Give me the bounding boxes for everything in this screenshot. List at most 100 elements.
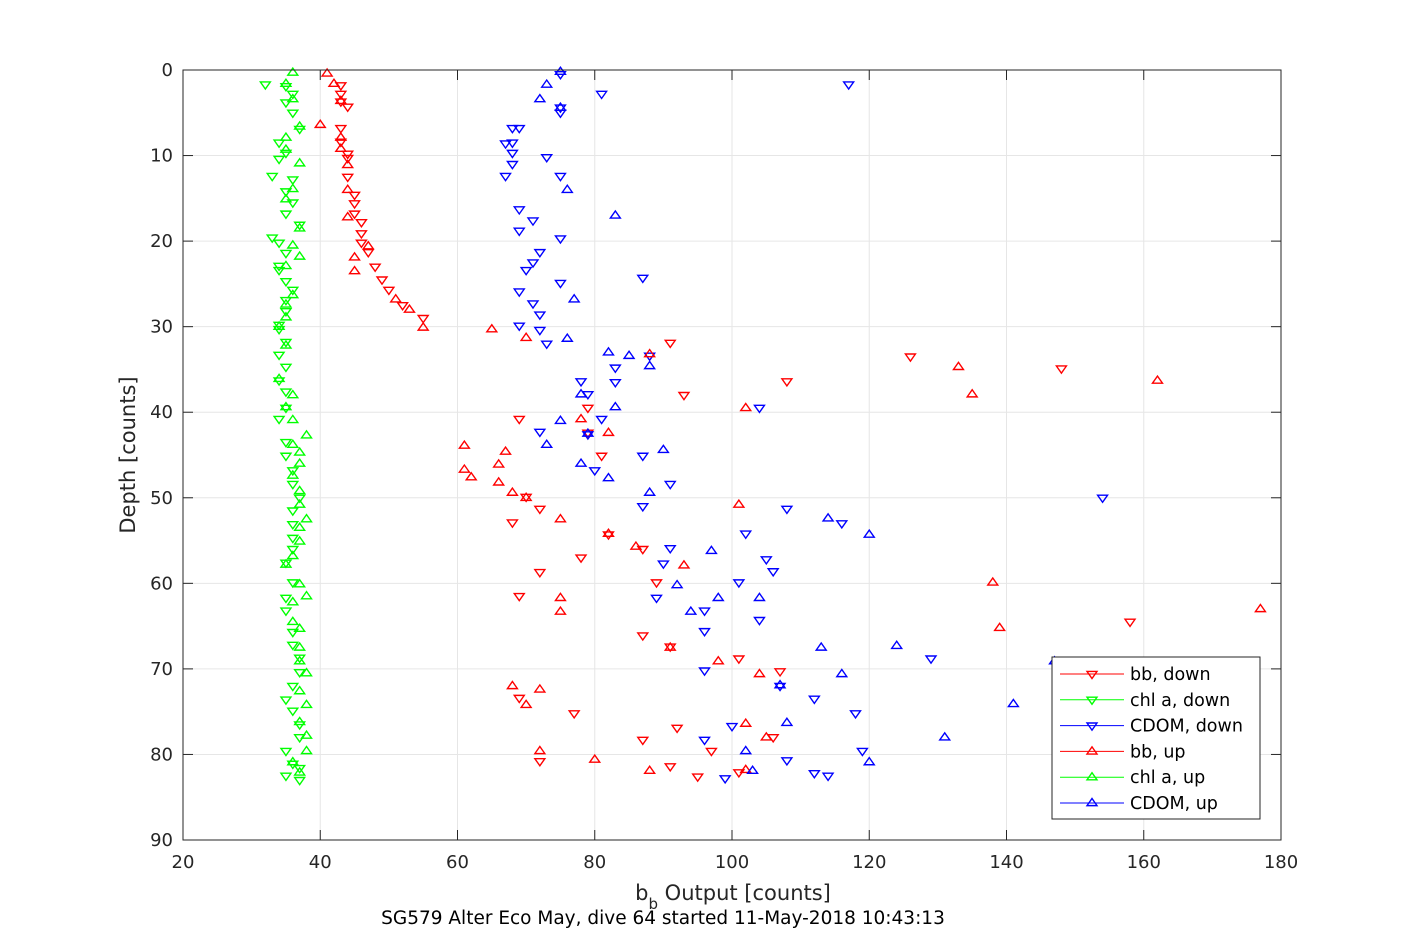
data-point (677, 559, 691, 569)
data-point (272, 139, 286, 149)
data-point (279, 452, 293, 462)
data-point (732, 579, 746, 589)
data-point (533, 505, 547, 515)
data-point (725, 722, 739, 732)
data-point (416, 314, 430, 324)
data-point (663, 763, 677, 773)
data-point (286, 641, 300, 651)
data-point (348, 265, 361, 275)
data-point (499, 445, 512, 455)
legend-entry: bb, up (1130, 742, 1186, 762)
data-point (506, 519, 519, 529)
legend-entry: chl a, down (1130, 691, 1230, 711)
data-point (629, 540, 643, 550)
series-0 (334, 82, 1137, 783)
data-point (705, 747, 718, 757)
data-point (265, 234, 279, 244)
data-point (355, 239, 368, 249)
data-point (554, 415, 567, 425)
legend-marker (1085, 771, 1099, 781)
data-point (286, 90, 300, 100)
data-point (506, 149, 519, 159)
data-point (588, 753, 602, 763)
data-point (464, 471, 478, 481)
y-axis-label: Depth [counts] (116, 376, 140, 533)
data-point (279, 307, 293, 317)
legend-marker (1085, 745, 1099, 755)
data-point (574, 457, 588, 467)
data-point (657, 444, 670, 454)
data-point (279, 404, 293, 414)
data-point (739, 530, 753, 540)
data-point (821, 772, 835, 782)
data-point (636, 274, 650, 284)
data-point (684, 605, 698, 615)
data-point (512, 592, 526, 602)
data-point (286, 756, 300, 766)
data-point (1007, 698, 1020, 708)
data-point (300, 513, 313, 523)
data-point (636, 503, 650, 513)
data-point (293, 485, 307, 495)
x-tick-label: 120 (852, 852, 886, 873)
data-point (279, 193, 293, 203)
series-2 (499, 70, 1109, 785)
data-point (650, 594, 663, 604)
data-point (732, 655, 746, 665)
data-point (773, 679, 787, 689)
data-point (519, 492, 533, 502)
data-point (739, 745, 753, 755)
data-point (293, 764, 307, 774)
data-point (554, 605, 567, 615)
x-axis-label: bb Output [counts] (635, 881, 831, 913)
data-point (821, 512, 835, 522)
data-point (341, 154, 355, 164)
data-point (334, 142, 348, 153)
data-point (512, 227, 526, 237)
data-point (711, 655, 725, 665)
data-point (279, 210, 293, 220)
data-point (581, 431, 595, 441)
data-point (780, 378, 794, 388)
data-point (348, 191, 361, 201)
data-point (334, 131, 348, 141)
y-tick-label: 0 (162, 60, 173, 81)
data-point (533, 311, 547, 321)
data-point (265, 172, 279, 182)
data-point (293, 157, 307, 167)
data-point (293, 535, 307, 545)
data-point (492, 476, 506, 486)
data-point (1254, 603, 1267, 613)
data-point (499, 172, 512, 182)
data-point (512, 322, 526, 332)
data-point (519, 266, 533, 276)
data-point (512, 206, 526, 216)
data-point (938, 731, 952, 741)
data-point (533, 93, 547, 103)
data-point (574, 388, 588, 398)
data-point (293, 457, 307, 467)
data-point (272, 320, 286, 330)
data-point (554, 235, 567, 245)
data-point (608, 364, 622, 374)
data-point (416, 321, 430, 331)
y-tick-label: 80 (150, 744, 173, 765)
data-point (334, 124, 348, 134)
x-axis-label-rest: Output [counts] (658, 881, 831, 905)
legend: bb, down chl a, down CDOM, down bb, up chl a… (1051, 656, 1261, 820)
data-point (533, 428, 547, 438)
data-point (293, 446, 307, 456)
data-point (952, 361, 965, 371)
data-point (286, 545, 300, 555)
data-point (368, 263, 382, 273)
data-point (574, 378, 588, 388)
x-tick-label: 160 (1127, 852, 1161, 873)
data-point (259, 81, 272, 91)
data-point (780, 505, 794, 515)
data-point (361, 248, 375, 258)
legend-entry: CDOM, up (1130, 794, 1218, 814)
data-point (718, 775, 732, 785)
data-point (293, 641, 307, 651)
x-tick-label: 100 (715, 852, 749, 873)
data-point (540, 340, 554, 350)
